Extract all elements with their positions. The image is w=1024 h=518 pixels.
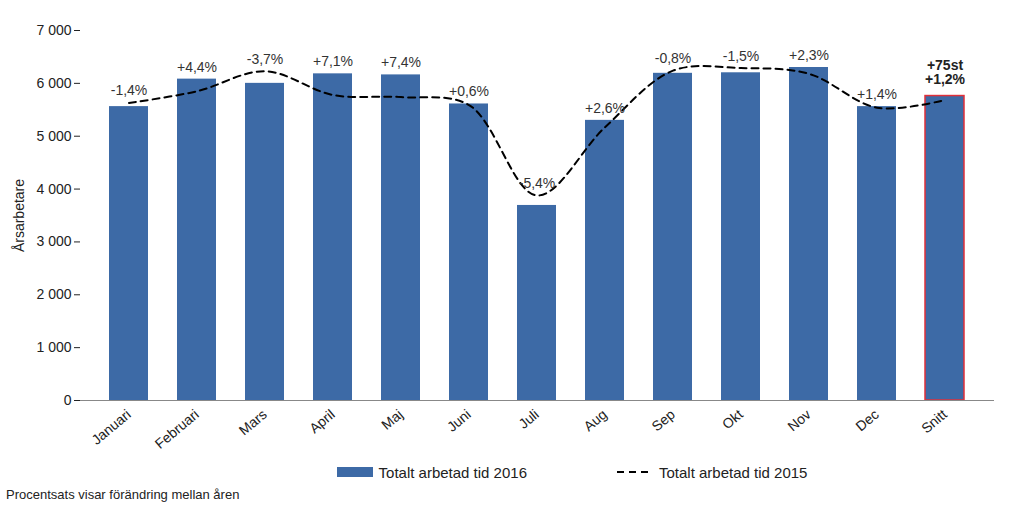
svg-text:Juni: Juni [444,406,474,435]
svg-text:+2,3%: +2,3% [789,47,829,63]
svg-text:Sep: Sep [648,406,678,434]
html-text:Procentsats visar förändring m: Procentsats visar förändring mellan åren [6,487,240,502]
svg-text:Juli: Juli [515,406,541,432]
svg-text:+4,4%: +4,4% [177,59,217,75]
svg-text:Mars: Mars [236,406,270,438]
html-text:Totalt arbetad tid 2016: Totalt arbetad tid 2016 [378,463,527,481]
svg-text:April: April [306,406,338,436]
svg-text:4 000: 4 000 [36,181,71,197]
svg-text:Snitt: Snitt [918,406,950,436]
svg-text:Januari: Januari [88,406,133,448]
svg-text:-0,8%: -0,8% [655,50,692,66]
svg-text:-5,4%: -5,4% [519,175,556,191]
svg-text:Aug: Aug [580,406,609,434]
svg-text:Maj: Maj [378,406,406,433]
svg-text:Nov: Nov [784,406,813,434]
svg-text:+0,6%: +0,6% [449,83,489,99]
svg-text:7 000: 7 000 [36,22,71,38]
svg-text:Februari: Februari [152,406,202,452]
svg-text:3 000: 3 000 [36,233,71,249]
svg-text:-3,7%: -3,7% [247,51,284,67]
svg-text:Dec: Dec [852,406,881,434]
svg-text:5 000: 5 000 [36,128,71,144]
svg-text:Okt: Okt [719,406,746,432]
svg-text:Årsarbetare: Årsarbetare [11,179,27,252]
svg-text:+75st+1,2%: +75st+1,2% [925,57,966,87]
svg-text:6 000: 6 000 [36,75,71,91]
html-text:Totalt arbetad tid 2015: Totalt arbetad tid 2015 [659,463,808,481]
svg-text:1 000: 1 000 [36,339,71,355]
svg-text:+2,6%: +2,6% [585,100,625,116]
svg-text:+1,4%: +1,4% [857,86,897,102]
svg-text:-1,5%: -1,5% [723,48,760,64]
svg-text:-1,4%: -1,4% [111,82,148,98]
svg-text:2 000: 2 000 [36,286,71,302]
svg-text:0: 0 [64,392,72,408]
svg-text:+7,4%: +7,4% [381,54,421,70]
svg-text:+7,1%: +7,1% [313,53,353,69]
